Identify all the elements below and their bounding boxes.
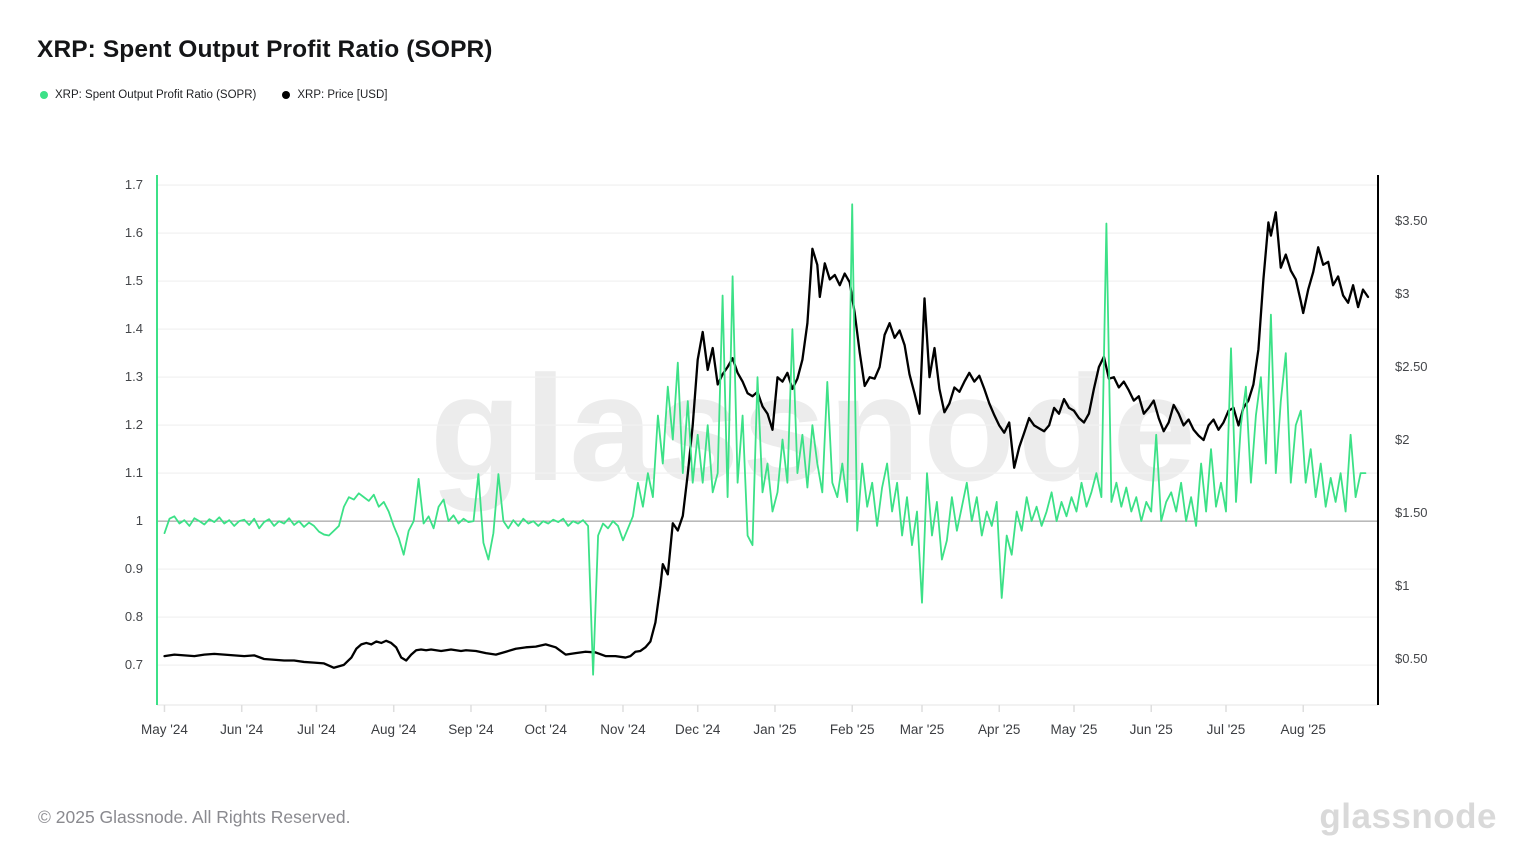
sopr-line-series bbox=[163, 203, 1367, 676]
x-axis-tick-label: May '25 bbox=[1050, 722, 1098, 737]
x-axis-tick-label: Sep '24 bbox=[448, 722, 494, 737]
right-axis-tick-label: $1 bbox=[1395, 578, 1410, 593]
x-axis-tick-label: Feb '25 bbox=[829, 722, 875, 737]
page-title: XRP: Spent Output Profit Ratio (SOPR) bbox=[37, 36, 493, 63]
legend-label-sopr: XRP: Spent Output Profit Ratio (SOPR) bbox=[55, 89, 257, 101]
glassnode-logo: glassnode bbox=[1319, 797, 1497, 836]
x-axis-tick-label: Dec '24 bbox=[675, 722, 721, 737]
x-axis-tick-label: Jul '25 bbox=[1206, 722, 1246, 737]
left-axis-tick-label: 1.3 bbox=[124, 369, 143, 385]
right-axis-tick-label: $3.50 bbox=[1395, 212, 1428, 228]
right-axis-tick-label: $0.50 bbox=[1395, 651, 1428, 666]
price-line-series bbox=[163, 211, 1370, 669]
x-axis-tick-label: Jun '24 bbox=[220, 722, 264, 737]
x-axis-tick-label: Jun '25 bbox=[1129, 722, 1173, 737]
x-axis-tick-label: May '24 bbox=[141, 722, 188, 737]
left-axis-tick-label: 1.1 bbox=[124, 465, 143, 481]
right-axis-tick-label: $1.50 bbox=[1395, 505, 1428, 520]
legend-swatch-sopr-icon bbox=[40, 91, 48, 99]
copyright-text: © 2025 Glassnode. All Rights Reserved. bbox=[38, 807, 351, 827]
right-axis-tick-label: $2 bbox=[1395, 432, 1410, 447]
x-axis-tick-label: Oct '24 bbox=[524, 722, 567, 737]
right-axis-tick-label: $2.50 bbox=[1395, 358, 1428, 374]
left-axis-tick-label: 1.6 bbox=[124, 225, 143, 241]
x-axis-tick-label: Jul '24 bbox=[297, 722, 336, 737]
left-axis-tick-label: 1.5 bbox=[124, 273, 143, 289]
x-axis-tick-label: Aug '25 bbox=[1280, 722, 1326, 737]
x-axis-tick-label: Nov '24 bbox=[600, 722, 646, 737]
left-axis-tick-label: 1.4 bbox=[124, 321, 143, 337]
legend-item-price[interactable]: XRP: Price [USD] bbox=[282, 89, 387, 101]
right-axis-tick-label: $3 bbox=[1395, 285, 1410, 301]
left-axis-tick-label: 0.9 bbox=[124, 561, 143, 577]
left-axis-tick-label: 0.7 bbox=[124, 657, 143, 673]
legend-item-sopr[interactable]: XRP: Spent Output Profit Ratio (SOPR) bbox=[40, 89, 256, 101]
left-axis-tick-label: 1.2 bbox=[124, 417, 143, 433]
chart-legend: XRP: Spent Output Profit Ratio (SOPR) XR… bbox=[40, 89, 387, 101]
x-axis-tick-label: Jan '25 bbox=[753, 722, 797, 737]
legend-label-price: XRP: Price [USD] bbox=[297, 89, 388, 101]
left-axis-tick-label: 1.7 bbox=[124, 177, 143, 193]
left-axis-tick-label: 1 bbox=[135, 513, 143, 529]
legend-swatch-price-icon bbox=[282, 91, 291, 99]
x-axis-tick-label: Mar '25 bbox=[899, 722, 945, 737]
left-axis-tick-label: 0.8 bbox=[124, 609, 143, 625]
x-axis-tick-label: Aug '24 bbox=[371, 722, 417, 737]
x-axis-tick-label: Apr '25 bbox=[978, 722, 1021, 737]
